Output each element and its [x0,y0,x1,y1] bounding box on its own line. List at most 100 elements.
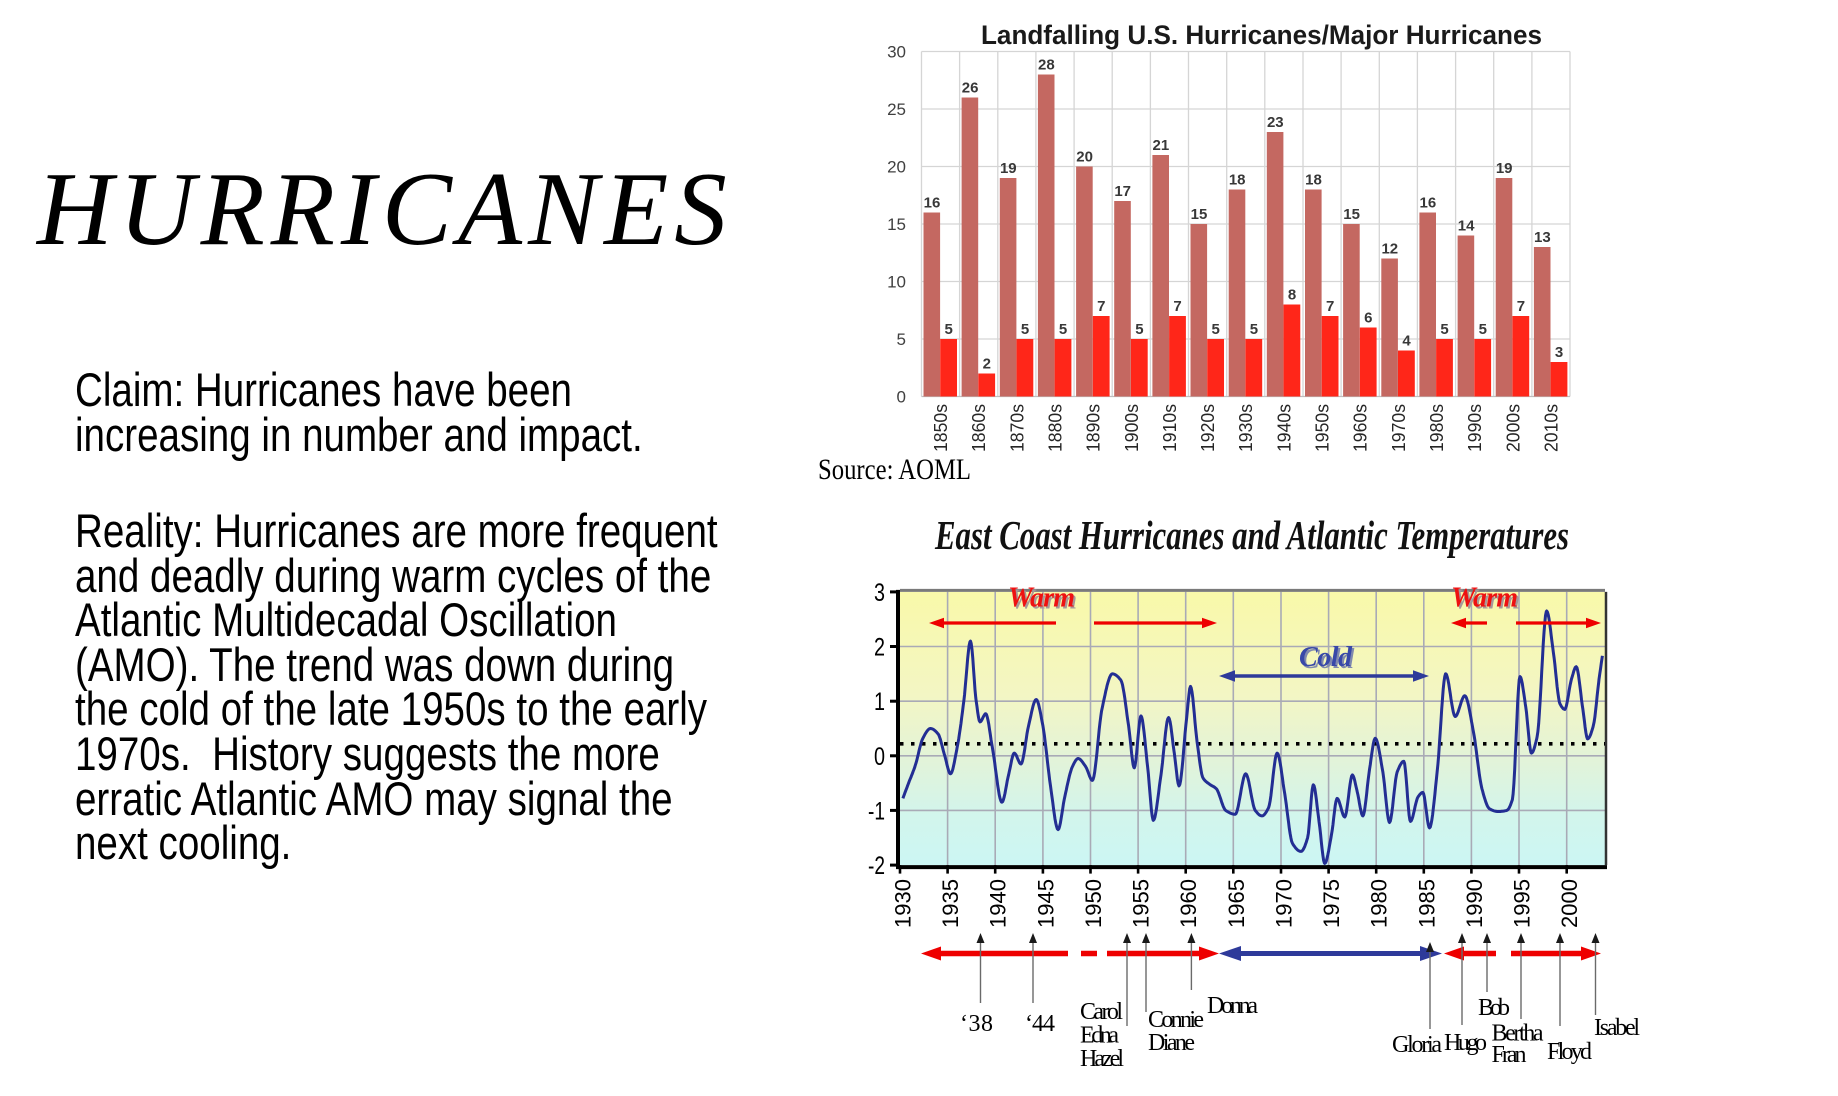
svg-text:1880s: 1880s [1045,404,1066,452]
svg-text:17: 17 [1114,183,1131,200]
svg-text:Fran: Fran [1492,1042,1527,1068]
svg-text:Edna: Edna [1080,1023,1119,1049]
svg-text:5: 5 [1479,321,1487,338]
svg-text:3: 3 [1555,344,1563,361]
svg-text:1940s: 1940s [1273,404,1294,452]
svg-text:8: 8 [1288,287,1296,304]
svg-text:4: 4 [1402,333,1411,350]
svg-text:Cold: Cold [1301,644,1355,675]
svg-text:Bertha: Bertha [1492,1021,1544,1047]
svg-text:25: 25 [887,100,906,119]
svg-text:1940: 1940 [986,879,1011,928]
svg-text:Cold: Cold [1299,642,1353,673]
svg-text:14: 14 [1458,218,1475,235]
svg-text:12: 12 [1381,241,1398,258]
svg-text:1960s: 1960s [1350,404,1371,452]
svg-text:16: 16 [1420,195,1437,212]
svg-text:1945: 1945 [1033,879,1058,928]
svg-text:18: 18 [1229,172,1246,189]
svg-text:Warm: Warm [1453,585,1520,616]
svg-text:2: 2 [874,634,885,662]
svg-text:2010s: 2010s [1540,404,1561,452]
svg-text:18: 18 [1305,172,1322,189]
svg-text:15: 15 [887,215,906,234]
svg-text:1990s: 1990s [1464,404,1485,452]
svg-text:7: 7 [1326,298,1334,315]
svg-text:1965: 1965 [1224,879,1249,928]
svg-text:5: 5 [1212,321,1220,338]
svg-text:5: 5 [1021,321,1029,338]
svg-text:15: 15 [1191,206,1208,223]
svg-text:15: 15 [1343,206,1360,223]
svg-text:1935: 1935 [938,879,963,928]
svg-text:7: 7 [1517,298,1525,315]
svg-text:16: 16 [924,195,941,212]
svg-text:East Coast Hurricanes and Atla: East Coast Hurricanes and Atlantic Tempe… [934,512,1569,558]
svg-text:Hugo: Hugo [1444,1030,1487,1056]
svg-text:1985: 1985 [1414,879,1439,928]
svg-text:1930: 1930 [891,879,916,928]
svg-text:30: 30 [887,43,906,62]
svg-text:1980: 1980 [1367,879,1392,928]
svg-text:20: 20 [1076,149,1093,166]
svg-text:-2: -2 [868,852,885,880]
svg-text:7: 7 [1173,298,1181,315]
svg-text:1930s: 1930s [1235,404,1256,452]
svg-text:1950: 1950 [1081,879,1106,928]
svg-text:0: 0 [897,388,906,407]
svg-text:1970: 1970 [1272,879,1297,928]
svg-text:Warm: Warm [1451,583,1518,614]
svg-text:Gloria: Gloria [1392,1032,1442,1058]
svg-text:20: 20 [887,158,906,177]
svg-text:6: 6 [1364,310,1372,327]
svg-text:23: 23 [1267,114,1284,131]
svg-text:Landfalling U.S. Hurricanes/Ma: Landfalling U.S. Hurricanes/Major Hurric… [981,20,1542,50]
svg-text:Floyd: Floyd [1547,1039,1592,1065]
svg-text:2: 2 [983,356,991,373]
svg-text:Source: AOML: Source: AOML [818,453,971,486]
svg-text:26: 26 [962,80,979,97]
svg-text:2000: 2000 [1557,879,1582,928]
svg-text:1970s: 1970s [1388,404,1409,452]
svg-text:Donna: Donna [1207,993,1258,1019]
svg-text:28: 28 [1038,57,1055,74]
svg-text:1995: 1995 [1510,879,1535,928]
svg-text:1920s: 1920s [1197,404,1218,452]
svg-text:Carol: Carol [1080,999,1123,1025]
svg-text:2000s: 2000s [1502,404,1523,452]
svg-text:1: 1 [874,688,885,716]
svg-text:3: 3 [874,579,885,607]
svg-text:1910s: 1910s [1159,404,1180,452]
svg-text:1850s: 1850s [930,404,951,452]
svg-text:5: 5 [1250,321,1258,338]
svg-text:-1: -1 [868,797,885,825]
svg-text:5: 5 [1059,321,1067,338]
svg-text:1960: 1960 [1176,879,1201,928]
svg-text:Connie: Connie [1148,1007,1204,1033]
svg-text:1980s: 1980s [1426,404,1447,452]
svg-text:5: 5 [1135,321,1143,338]
svg-text:1950s: 1950s [1312,404,1333,452]
svg-text:1990: 1990 [1462,879,1487,928]
svg-text:Warm: Warm [1010,585,1077,616]
svg-text:5: 5 [1440,321,1448,338]
svg-text:19: 19 [1000,160,1017,177]
svg-text:5: 5 [897,330,906,349]
svg-text:1900s: 1900s [1121,404,1142,452]
svg-text:10: 10 [887,273,906,292]
svg-text:Diane: Diane [1148,1030,1195,1056]
svg-text:0: 0 [874,743,885,771]
svg-text:‘38: ‘38 [960,1011,993,1037]
svg-text:1975: 1975 [1319,879,1344,928]
svg-text:7: 7 [1097,298,1105,315]
svg-text:21: 21 [1153,137,1170,154]
svg-text:1890s: 1890s [1083,404,1104,452]
svg-text:19: 19 [1496,160,1513,177]
svg-text:1860s: 1860s [968,404,989,452]
svg-text:1870s: 1870s [1006,404,1027,452]
svg-text:Isabel: Isabel [1594,1015,1640,1041]
svg-text:Warm: Warm [1008,583,1075,614]
svg-text:13: 13 [1534,229,1551,246]
svg-text:Hazel: Hazel [1080,1046,1124,1072]
svg-text:1955: 1955 [1129,879,1154,928]
